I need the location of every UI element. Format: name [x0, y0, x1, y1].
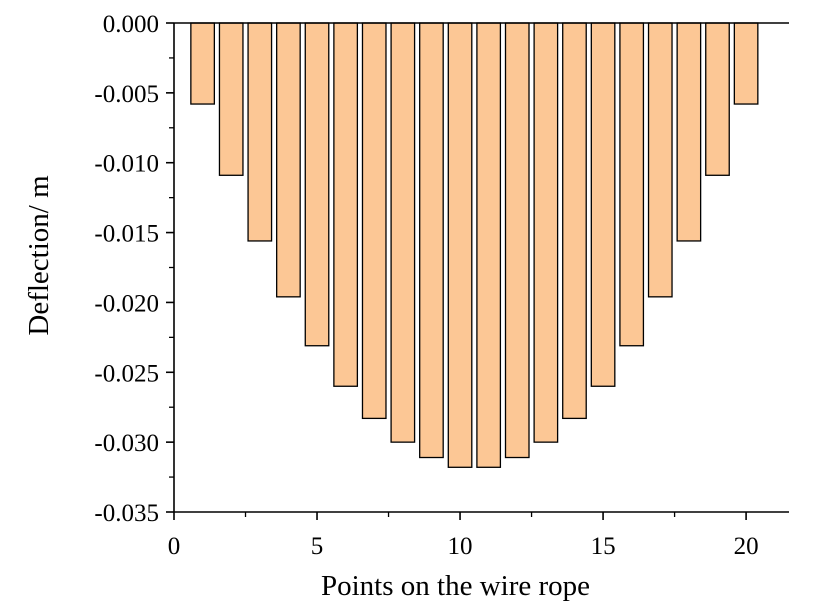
bar-point-8: [390, 22, 416, 443]
bar-point-9: [419, 22, 444, 459]
bar-point-14: [562, 22, 587, 420]
x-tick-label: 20: [734, 533, 759, 560]
bar-point-2: [218, 22, 244, 176]
y-axis-title: Deflection/ m: [23, 175, 55, 336]
bar-point-16: [619, 22, 645, 347]
bar-point-18: [676, 22, 702, 242]
y-tick-label: -0.015: [94, 221, 159, 248]
bar-point-12: [504, 22, 530, 459]
x-tick-label: 15: [591, 533, 616, 560]
bar-point-17: [647, 22, 673, 298]
bar-point-4: [276, 22, 301, 298]
bar-point-5: [304, 22, 330, 347]
y-tick-label: -0.030: [94, 430, 159, 457]
y-tick-label: 0.000: [103, 11, 159, 38]
x-tick-label: 5: [311, 533, 324, 560]
ticks-group: 0.000 -0.005 -0.010 -0.015 -0.020 -0.025 -0.03…: [94, 11, 758, 560]
bar-point-13: [533, 22, 559, 443]
bar-point-6: [333, 22, 359, 387]
y-tick-label: -0.005: [94, 81, 159, 108]
bar-point-15: [590, 22, 616, 387]
bar-point-3: [247, 22, 273, 242]
x-tick-label: 0: [168, 533, 181, 560]
y-tick-label: -0.025: [94, 360, 159, 387]
bar-point-10: [447, 22, 473, 468]
bar-point-11: [476, 22, 502, 468]
y-tick-label: -0.035: [94, 500, 159, 527]
x-axis-title: Points on the wire rope: [321, 570, 590, 602]
bar-point-7: [361, 22, 387, 420]
bar-point-20: [733, 22, 759, 105]
bar-point-19: [705, 22, 730, 176]
bars-group: [190, 22, 759, 468]
y-tick-label: -0.020: [94, 290, 159, 317]
x-tick-label: 10: [448, 533, 473, 560]
bar-point-1: [190, 22, 216, 105]
y-tick-label: -0.010: [94, 151, 159, 178]
